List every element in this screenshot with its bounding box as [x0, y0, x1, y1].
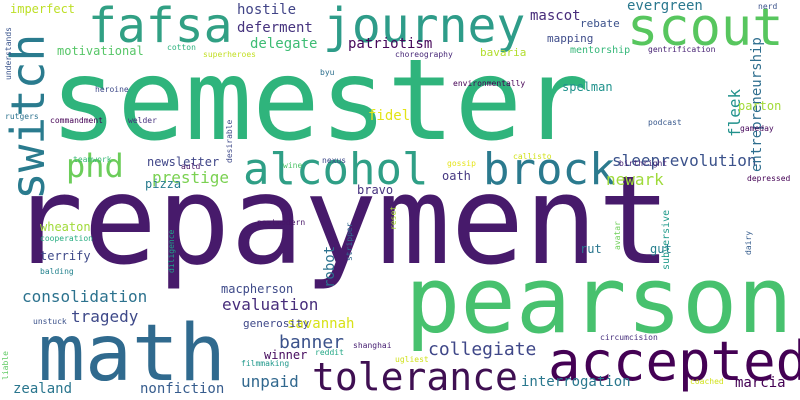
word-oath: oath	[442, 169, 471, 183]
word-collegiate: collegiate	[428, 339, 537, 360]
word-math: math	[38, 309, 226, 399]
word-cotton: cotton	[167, 43, 196, 52]
word-rebate: rebate	[580, 17, 620, 30]
word-patriotism: patriotism	[348, 36, 433, 52]
word-gentrification: gentrification	[648, 45, 716, 54]
word-hostile: hostile	[237, 2, 297, 18]
word-byu: byu	[320, 68, 335, 77]
word-marcia: marcia	[735, 375, 786, 391]
word-zealand: zealand	[13, 381, 73, 397]
word-bravo: bravo	[357, 183, 394, 197]
word-reddit: reddit	[315, 348, 344, 357]
word-mapping: mapping	[547, 32, 594, 45]
word-sleeprevolution: sleeprevolution	[612, 151, 757, 170]
word-evaluation: evaluation	[222, 295, 319, 314]
word-podcast: podcast	[648, 118, 682, 127]
word-teamwork: teamwork	[73, 155, 112, 164]
word-rutgers: rutgers	[5, 112, 39, 121]
word-banner: banner	[279, 332, 345, 353]
word-pizza: pizza	[145, 177, 182, 191]
word-fidel: fidel	[368, 108, 411, 124]
word-unstuck: unstuck	[33, 317, 67, 326]
word-mentorship: mentorship	[570, 45, 631, 56]
word-nerd: nerd	[758, 2, 778, 11]
word-nexus: nexus	[322, 156, 347, 165]
word-postmodern: postmodern	[257, 218, 306, 227]
word-ugliest: ugliest	[395, 355, 429, 364]
word-newark: newark	[606, 170, 664, 189]
word-interrogation: interrogation	[521, 374, 631, 390]
word-gameday: gameday	[740, 124, 774, 133]
word-imperfect: imperfect	[10, 2, 76, 16]
word-wine: wine	[283, 161, 303, 170]
word-evergreen: evergreen	[627, 0, 703, 14]
word-birthright: birthright	[619, 159, 668, 168]
word-terrify: terrify	[40, 249, 91, 263]
word-heroine: heroine	[95, 85, 129, 94]
word-wheaton: wheaton	[40, 220, 91, 234]
word-repayment: repayment	[10, 150, 672, 292]
word-scout: scout	[627, 0, 784, 58]
word-desirable: desirable	[225, 119, 234, 163]
word-brock: brock	[483, 144, 616, 195]
word-spelman: spelman	[562, 80, 613, 94]
word-journey: journey	[323, 0, 526, 54]
word-liable: liable	[1, 351, 10, 380]
word-commandment: commandment	[50, 116, 103, 125]
word-accepted: accepted	[548, 330, 800, 393]
word-diligence: diligence	[167, 229, 176, 273]
word-gossip: gossip	[447, 159, 476, 168]
word-tragedy: tragedy	[71, 307, 139, 326]
word-macpherson: macpherson	[221, 282, 294, 296]
word-bavaria: bavaria	[480, 46, 527, 59]
word-superheroes: superheroes	[203, 50, 256, 59]
word-pearson: pearson	[405, 247, 793, 354]
word-dairy: dairy	[744, 230, 753, 255]
word-mascot: mascot	[530, 8, 581, 24]
word-tolerance: tolerance	[312, 355, 518, 399]
word-nonfiction: nonfiction	[140, 381, 225, 397]
word-rut: rut	[580, 242, 602, 256]
word-circumcision: circumcision	[600, 333, 658, 342]
word-avatar: avatar	[613, 221, 622, 250]
word-welder: welder	[128, 116, 157, 125]
word-coached: coached	[690, 377, 724, 386]
word-savannah: savannah	[287, 316, 355, 332]
word-unpaid: unpaid	[241, 372, 299, 391]
word-subversive: subversive	[661, 209, 672, 270]
word-reset: reset	[389, 205, 398, 230]
word-environmentally: environmentally	[453, 79, 526, 88]
word-stripper: stripper	[345, 222, 354, 261]
word-filmmaking: filmmaking	[241, 359, 290, 368]
word-callisto: callisto	[513, 152, 552, 161]
word-choreography: choreography	[395, 50, 453, 59]
word-gut: gut	[650, 242, 672, 256]
word-depressed: depressed	[747, 174, 791, 183]
word-robot: robot	[322, 245, 338, 288]
word-auld: auld	[181, 162, 201, 171]
word-delegate: delegate	[250, 36, 318, 52]
word-phd: phd	[66, 147, 124, 185]
word-deferment: deferment	[237, 20, 313, 36]
word-balding: balding	[40, 267, 74, 276]
word-consolidation: consolidation	[22, 287, 148, 306]
word-alcohol: alcohol	[243, 144, 429, 195]
word-generosity: generosity	[243, 317, 310, 330]
word-cooperation: cooperation	[40, 234, 93, 243]
word-newsletter: newsletter	[147, 155, 220, 169]
word-prestige: prestige	[152, 168, 230, 187]
word-parton: parton	[738, 99, 782, 113]
word-winner: winner	[264, 348, 308, 362]
word-shanghai: shanghai	[353, 341, 392, 350]
word-semester: semester	[50, 36, 590, 166]
word-fafsa: fafsa	[88, 0, 233, 54]
word-motivational: motivational	[57, 44, 144, 58]
word-understands: understands	[4, 27, 13, 80]
